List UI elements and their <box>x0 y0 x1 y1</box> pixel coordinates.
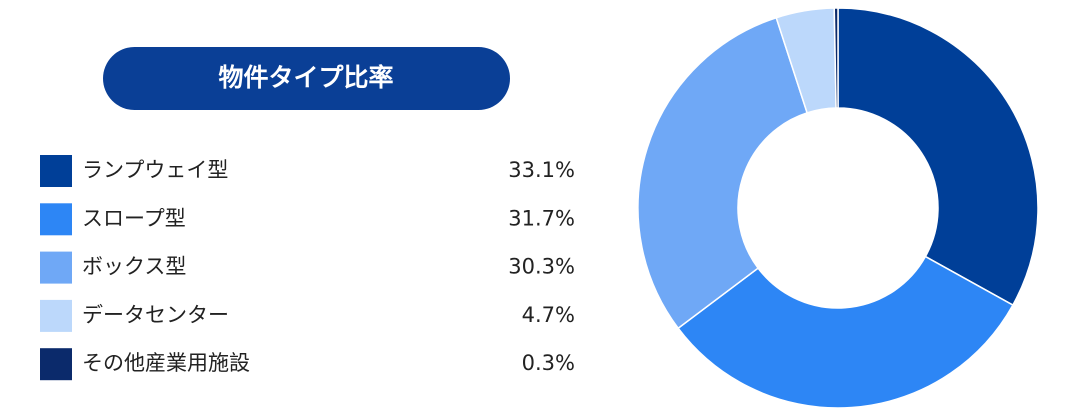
value-label: 31.7% <box>508 206 575 230</box>
donut-slice <box>837 7 1039 307</box>
legend-swatch <box>40 348 72 381</box>
donut-slice <box>833 7 839 109</box>
donut-slice <box>677 255 1014 409</box>
value-label: 33.1% <box>508 158 575 182</box>
legend-label: その他産業用施設 <box>82 351 250 375</box>
legend-label: データセンター <box>82 303 229 327</box>
value-label: 4.7% <box>522 303 575 327</box>
legend-label: スロープ型 <box>82 206 186 230</box>
value-label: 30.3% <box>508 255 575 279</box>
title-pill <box>103 47 510 110</box>
value-label: 0.3% <box>522 351 575 375</box>
donut-slice <box>637 16 809 330</box>
legend-label: ボックス型 <box>82 255 186 279</box>
chart-title: 物件タイプ比率 <box>218 63 393 92</box>
legend-label: ランプウェイ型 <box>82 158 228 182</box>
legend-swatch <box>40 251 72 284</box>
legend-swatch <box>40 155 72 187</box>
legend-swatch <box>40 299 72 332</box>
legend-swatch <box>40 203 72 236</box>
